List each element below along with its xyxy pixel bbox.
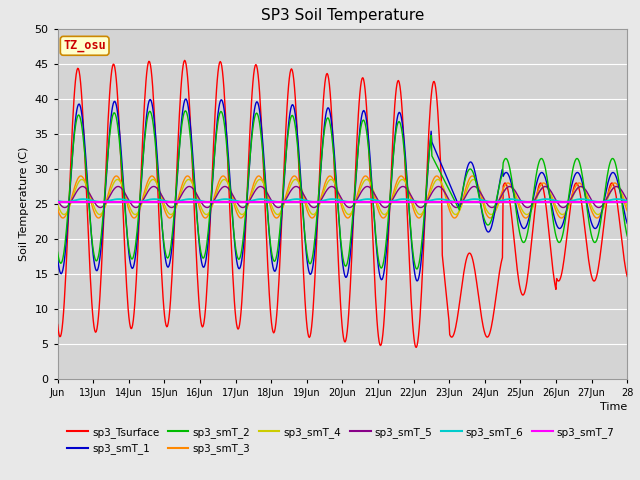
Line: sp3_smT_3: sp3_smT_3 (58, 176, 627, 218)
sp3_Tsurface (180, 58, 188, 63)
sp3_smT_2 (182, 108, 189, 114)
sp3_smT_1 (435, 155, 442, 161)
Line: sp3_smT_6: sp3_smT_6 (58, 199, 627, 202)
sp3_smT_6 (253, 196, 261, 202)
sp3_smT_4 (225, 183, 233, 189)
sp3_smT_3 (227, 189, 234, 195)
sp3_Tsurface (435, 121, 442, 127)
sp3_smT_5 (403, 186, 410, 192)
sp3_smT_5 (623, 197, 631, 203)
sp3_smT_4 (434, 177, 442, 182)
sp3_smT_1 (182, 96, 190, 102)
sp3_smT_3 (435, 174, 442, 180)
sp3_smT_3 (276, 210, 284, 216)
sp3_smT_5 (54, 197, 61, 203)
sp3_smT_2 (254, 113, 262, 119)
sp3_smT_6 (382, 199, 390, 205)
sp3_smT_6 (623, 198, 631, 204)
sp3_smT_4 (54, 202, 61, 207)
sp3_smT_3 (623, 208, 631, 214)
sp3_smT_1 (623, 220, 631, 226)
Legend: sp3_Tsurface, sp3_smT_1, sp3_smT_2, sp3_smT_3, sp3_smT_4, sp3_smT_5, sp3_smT_6, : sp3_Tsurface, sp3_smT_1, sp3_smT_2, sp3_… (63, 423, 619, 458)
sp3_smT_5 (435, 184, 442, 190)
sp3_smT_5 (275, 204, 283, 210)
sp3_smT_6 (225, 196, 233, 202)
sp3_smT_2 (226, 182, 234, 188)
sp3_smT_3 (120, 191, 128, 197)
sp3_smT_7 (54, 199, 61, 205)
sp3_smT_4 (120, 189, 128, 194)
Line: sp3_smT_4: sp3_smT_4 (58, 180, 627, 215)
sp3_smT_1 (120, 196, 128, 202)
Y-axis label: Soil Temperature (C): Soil Temperature (C) (19, 147, 29, 261)
Line: sp3_Tsurface: sp3_Tsurface (58, 60, 627, 348)
sp3_smT_5 (399, 184, 407, 190)
sp3_smT_5 (381, 204, 389, 210)
sp3_smT_7 (225, 199, 233, 205)
sp3_Tsurface (254, 72, 262, 78)
sp3_smT_1 (254, 101, 262, 107)
sp3_Tsurface (54, 322, 61, 327)
sp3_smT_2 (435, 166, 442, 172)
sp3_smT_7 (623, 199, 631, 205)
sp3_smT_4 (275, 211, 283, 217)
sp3_smT_2 (623, 233, 631, 239)
Text: TZ_osu: TZ_osu (63, 39, 106, 52)
sp3_smT_4 (253, 178, 261, 184)
sp3_smT_1 (413, 278, 421, 284)
Line: sp3_smT_1: sp3_smT_1 (58, 99, 627, 281)
sp3_smT_7 (120, 199, 128, 205)
sp3_smT_2 (54, 249, 61, 255)
sp3_smT_1 (276, 240, 284, 245)
sp3_Tsurface (276, 264, 284, 269)
sp3_smT_1 (54, 255, 61, 261)
sp3_smT_6 (275, 199, 283, 205)
sp3_smT_3 (255, 173, 262, 179)
sp3_smT_7 (253, 199, 261, 205)
Text: Time: Time (600, 402, 627, 412)
sp3_Tsurface (226, 209, 234, 215)
sp3_smT_1 (226, 176, 234, 181)
sp3_smT_5 (253, 185, 261, 191)
sp3_smT_6 (54, 198, 61, 204)
sp3_smT_6 (120, 197, 128, 203)
sp3_smT_3 (166, 215, 173, 221)
sp3_smT_2 (413, 266, 421, 272)
Line: sp3_smT_5: sp3_smT_5 (58, 187, 627, 207)
sp3_smT_2 (402, 167, 410, 173)
sp3_Tsurface (623, 274, 631, 279)
sp3_smT_4 (623, 204, 631, 209)
sp3_smT_2 (120, 200, 128, 206)
sp3_Tsurface (412, 345, 420, 350)
sp3_smT_5 (225, 186, 233, 192)
sp3_smT_4 (401, 179, 409, 185)
sp3_smT_6 (364, 196, 372, 202)
Title: SP3 Soil Temperature: SP3 Soil Temperature (260, 9, 424, 24)
sp3_smT_3 (184, 173, 191, 179)
sp3_smT_6 (435, 196, 442, 202)
sp3_smT_7 (433, 199, 441, 205)
sp3_smT_6 (403, 196, 410, 202)
sp3_Tsurface (120, 240, 128, 246)
sp3_smT_5 (120, 190, 128, 195)
sp3_smT_7 (401, 199, 409, 205)
sp3_smT_3 (403, 182, 410, 188)
sp3_smT_4 (416, 212, 424, 217)
sp3_smT_1 (402, 160, 410, 166)
sp3_smT_4 (435, 177, 442, 182)
sp3_smT_7 (275, 199, 283, 205)
sp3_Tsurface (402, 181, 410, 187)
sp3_smT_2 (276, 229, 284, 235)
sp3_smT_3 (54, 206, 61, 212)
Line: sp3_smT_2: sp3_smT_2 (58, 111, 627, 269)
